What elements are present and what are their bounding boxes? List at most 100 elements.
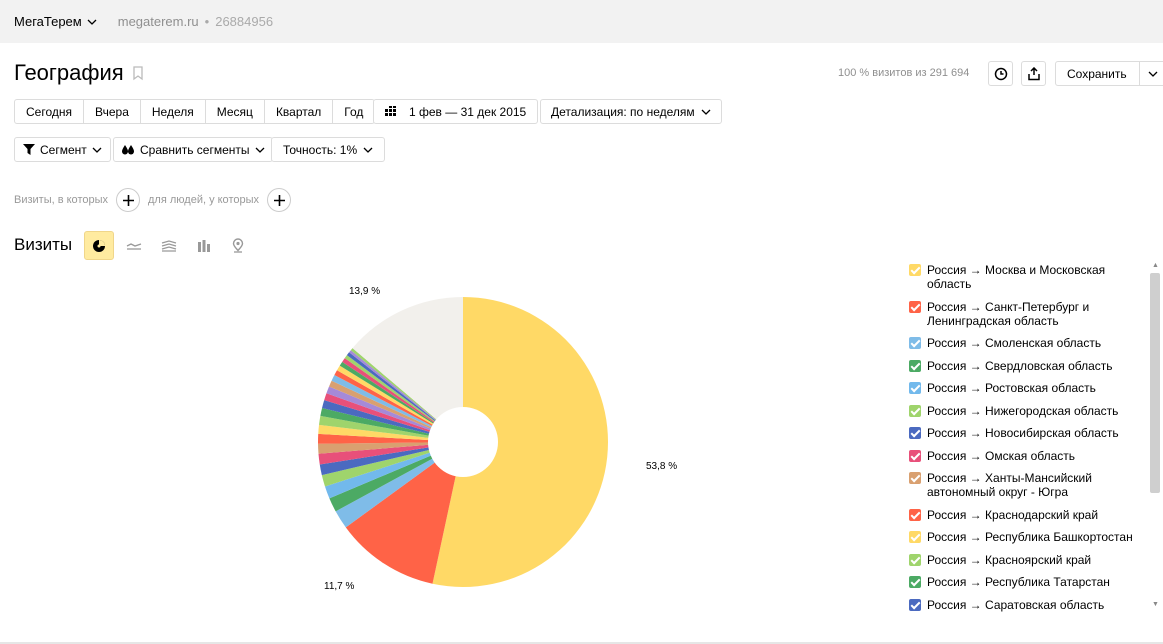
- legend-checkbox[interactable]: [909, 553, 921, 566]
- legend-item[interactable]: Россия → Свердловская область: [909, 357, 1149, 375]
- legend-label: Россия → Республика Татарстан: [927, 575, 1110, 589]
- segment-button[interactable]: Сегмент: [14, 137, 111, 162]
- period-yesterday[interactable]: Вчера: [84, 100, 141, 123]
- add-visits-filter-button[interactable]: [116, 188, 140, 212]
- legend-item[interactable]: Россия → Новосибирская область: [909, 424, 1149, 442]
- legend-checkbox[interactable]: [909, 300, 921, 313]
- export-button[interactable]: [1021, 61, 1046, 86]
- legend-checkbox[interactable]: [909, 576, 921, 588]
- map-pin-icon: [232, 238, 244, 253]
- period-week[interactable]: Неделя: [141, 100, 206, 123]
- pie-slice-4[interactable]: [329, 442, 463, 512]
- pie-slice-26[interactable]: [350, 348, 463, 442]
- pie-slice-17[interactable]: [329, 380, 463, 442]
- legend-item[interactable]: Россия → Ростовская область: [909, 379, 1149, 397]
- pie-slice-20[interactable]: [336, 365, 463, 442]
- date-range-label: 1 фев — 31 дек 2015: [409, 104, 527, 119]
- pie-slice-14[interactable]: [322, 400, 463, 442]
- legend-checkbox[interactable]: [909, 404, 921, 417]
- pie-slice-22[interactable]: [342, 358, 463, 442]
- legend-checkbox[interactable]: [909, 449, 921, 462]
- save-button[interactable]: Сохранить: [1056, 62, 1140, 85]
- legend-label: Россия → Свердловская область: [927, 358, 1113, 373]
- view-bar-tab[interactable]: [189, 231, 219, 260]
- legend-checkbox[interactable]: [909, 598, 921, 611]
- legend-item[interactable]: Россия → Саратовская область: [909, 596, 1149, 614]
- compare-segments-button[interactable]: Сравнить сегменты: [113, 137, 273, 162]
- legend-checkbox[interactable]: [909, 472, 921, 484]
- pie-slice-21[interactable]: [339, 361, 463, 442]
- legend-item[interactable]: Россия → Республика Башкортостан: [909, 528, 1149, 546]
- pie-slice-7[interactable]: [319, 442, 463, 476]
- pie-slice-9[interactable]: [318, 442, 463, 454]
- bookmark-icon[interactable]: [132, 65, 144, 81]
- legend-item[interactable]: Россия → Омская область: [909, 447, 1149, 465]
- chevron-down-icon: [1148, 71, 1158, 77]
- brand-name: МегаТерем: [14, 14, 82, 29]
- period-year[interactable]: Год: [344, 104, 364, 119]
- history-button[interactable]: [988, 61, 1013, 86]
- legend-checkbox[interactable]: [909, 531, 921, 543]
- legend-label: Россия → Санкт-Петербург и Ленинградская…: [927, 299, 1090, 328]
- chevron-down-icon: [255, 147, 264, 153]
- legend-item[interactable]: Россия → Смоленская область: [909, 334, 1149, 352]
- legend-item[interactable]: Россия → Санкт-Петербург и Ленинградская…: [909, 298, 1149, 330]
- pie-slice-11[interactable]: [318, 424, 463, 442]
- pie-slice-24[interactable]: [346, 352, 463, 442]
- pie-slice-1[interactable]: [432, 297, 608, 587]
- pie-slice-18[interactable]: [331, 375, 463, 442]
- scroll-up-icon[interactable]: ▲: [1152, 262, 1159, 269]
- view-map-tab[interactable]: [223, 231, 253, 260]
- page-title-row: География: [14, 60, 144, 86]
- pie-slice-25[interactable]: [349, 350, 463, 442]
- legend-checkbox[interactable]: [909, 382, 921, 394]
- view-pie-tab[interactable]: [84, 231, 114, 260]
- counter-selector[interactable]: МегаТерем: [14, 14, 97, 29]
- view-line-tab[interactable]: [119, 231, 149, 260]
- scroll-thumb[interactable]: [1150, 273, 1160, 493]
- legend-checkbox[interactable]: [909, 508, 921, 521]
- period-today[interactable]: Сегодня: [15, 100, 84, 123]
- pie-slice-3[interactable]: [335, 442, 463, 528]
- pie-slice-13[interactable]: [320, 407, 463, 442]
- pie-slice-23[interactable]: [344, 355, 463, 442]
- site-domain[interactable]: megaterem.ru: [117, 14, 199, 29]
- accuracy-dropdown[interactable]: Точность: 1%: [271, 137, 386, 162]
- legend-label: Россия → Смоленская область: [927, 336, 1102, 350]
- separator: •: [204, 14, 210, 29]
- legend-checkbox[interactable]: [909, 337, 921, 349]
- filter-icon: [23, 144, 35, 155]
- pie-slice-27[interactable]: [352, 297, 463, 442]
- pie-slice-16[interactable]: [326, 386, 463, 442]
- legend-checkbox[interactable]: [909, 264, 921, 276]
- legend-scrollbar[interactable]: ▲ ▼: [1149, 261, 1161, 617]
- pie-slice-8[interactable]: [318, 442, 463, 465]
- pie-slice-5[interactable]: [324, 442, 463, 499]
- legend-item[interactable]: Россия → Ханты-Мансийский автономный окр…: [909, 469, 1149, 501]
- legend-item[interactable]: Россия → Нижегородская область: [909, 402, 1149, 420]
- legend-item[interactable]: Россия → Краснодарский край: [909, 506, 1149, 524]
- people-filter-label: для людей, у которых: [148, 194, 259, 206]
- legend-checkbox[interactable]: [909, 359, 921, 372]
- pie-slice-15[interactable]: [324, 393, 463, 442]
- legend-label: Россия → Краснодарский край: [927, 507, 1099, 522]
- pie-slice-2[interactable]: [345, 442, 463, 584]
- pie-slice-12[interactable]: [319, 415, 463, 442]
- legend-item[interactable]: Россия → Республика Татарстан: [909, 573, 1149, 591]
- period-month[interactable]: Месяц: [206, 100, 265, 123]
- view-area-tab[interactable]: [154, 231, 184, 260]
- chart-legend: Россия → Москва и Московская область Росс…: [909, 261, 1149, 617]
- date-range-button[interactable]: 1 фев — 31 дек 2015: [373, 99, 539, 124]
- scroll-down-icon[interactable]: ▼: [1152, 601, 1159, 608]
- legend-label: Россия → Красноярский край: [927, 552, 1092, 567]
- pie-slice-6[interactable]: [321, 442, 463, 487]
- add-people-filter-button[interactable]: [267, 188, 291, 212]
- pie-slice-19[interactable]: [334, 370, 463, 442]
- save-menu-button[interactable]: [1140, 62, 1163, 85]
- detail-dropdown[interactable]: Детализация: по неделям: [540, 99, 722, 124]
- legend-item[interactable]: Россия → Москва и Московская область: [909, 261, 1149, 293]
- pie-slice-10[interactable]: [318, 433, 463, 444]
- legend-item[interactable]: Россия → Красноярский край: [909, 551, 1149, 569]
- period-quarter[interactable]: Квартал: [265, 100, 334, 123]
- legend-checkbox[interactable]: [909, 427, 921, 439]
